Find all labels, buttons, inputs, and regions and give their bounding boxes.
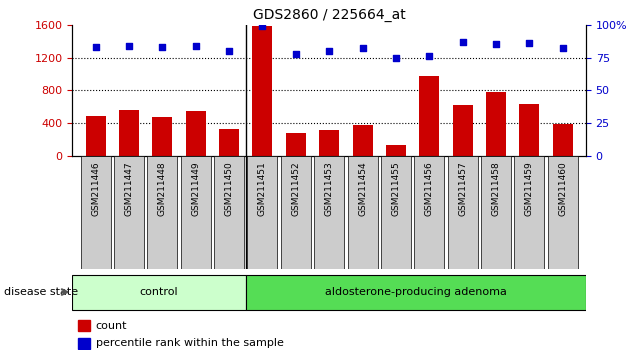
Bar xyxy=(481,156,511,269)
Bar xyxy=(447,156,478,269)
Text: GSM211459: GSM211459 xyxy=(525,161,534,216)
Bar xyxy=(553,124,573,156)
Bar xyxy=(452,105,472,156)
Bar xyxy=(381,156,411,269)
Text: GSM211450: GSM211450 xyxy=(225,161,234,216)
Bar xyxy=(147,156,178,269)
Bar xyxy=(119,110,139,156)
Bar xyxy=(246,275,586,309)
Text: disease state: disease state xyxy=(4,287,77,297)
Bar xyxy=(81,156,111,269)
Bar xyxy=(353,125,372,156)
Text: aldosterone-producing adenoma: aldosterone-producing adenoma xyxy=(325,287,507,297)
Text: GSM211452: GSM211452 xyxy=(291,161,301,216)
Text: GSM211448: GSM211448 xyxy=(158,161,167,216)
Text: GSM211460: GSM211460 xyxy=(558,161,567,216)
Text: percentile rank within the sample: percentile rank within the sample xyxy=(96,338,284,348)
Bar xyxy=(419,76,439,156)
Bar xyxy=(248,156,277,269)
Point xyxy=(124,43,134,48)
Bar xyxy=(547,156,578,269)
Text: GSM211453: GSM211453 xyxy=(324,161,334,216)
Point xyxy=(191,43,201,48)
Point xyxy=(158,44,168,50)
Bar xyxy=(86,116,106,156)
Point xyxy=(224,48,234,54)
Text: GSM211446: GSM211446 xyxy=(91,161,100,216)
Text: count: count xyxy=(96,321,127,331)
Point xyxy=(324,48,334,54)
Bar xyxy=(114,156,144,269)
Text: GSM211451: GSM211451 xyxy=(258,161,267,216)
Bar xyxy=(253,27,273,156)
Bar xyxy=(514,156,544,269)
Bar xyxy=(77,320,91,331)
Point xyxy=(291,51,301,56)
Text: GSM211458: GSM211458 xyxy=(491,161,500,216)
Title: GDS2860 / 225664_at: GDS2860 / 225664_at xyxy=(253,8,406,22)
Bar xyxy=(486,92,506,156)
Text: GSM211449: GSM211449 xyxy=(192,161,200,216)
Text: GSM211447: GSM211447 xyxy=(125,161,134,216)
Bar xyxy=(214,156,244,269)
Text: control: control xyxy=(140,287,178,297)
Text: GSM211457: GSM211457 xyxy=(458,161,467,216)
Point xyxy=(558,46,568,51)
Bar xyxy=(152,117,173,156)
Text: GSM211456: GSM211456 xyxy=(425,161,433,216)
Point xyxy=(391,55,401,60)
Point xyxy=(258,23,268,29)
Point xyxy=(91,44,101,50)
Bar xyxy=(186,111,206,156)
Text: GSM211455: GSM211455 xyxy=(391,161,400,216)
Bar xyxy=(286,133,306,156)
Point xyxy=(491,41,501,47)
Point xyxy=(357,46,367,51)
Bar xyxy=(414,156,444,269)
Bar xyxy=(77,338,91,349)
Bar xyxy=(348,156,377,269)
Point xyxy=(457,39,467,45)
Bar xyxy=(219,129,239,156)
Bar xyxy=(319,130,339,156)
Bar xyxy=(181,156,211,269)
Point xyxy=(524,40,534,46)
Bar xyxy=(281,156,311,269)
Bar xyxy=(386,145,406,156)
Point xyxy=(424,53,434,59)
Bar xyxy=(314,156,344,269)
Text: GSM211454: GSM211454 xyxy=(358,161,367,216)
Bar xyxy=(519,104,539,156)
Bar xyxy=(72,275,246,309)
